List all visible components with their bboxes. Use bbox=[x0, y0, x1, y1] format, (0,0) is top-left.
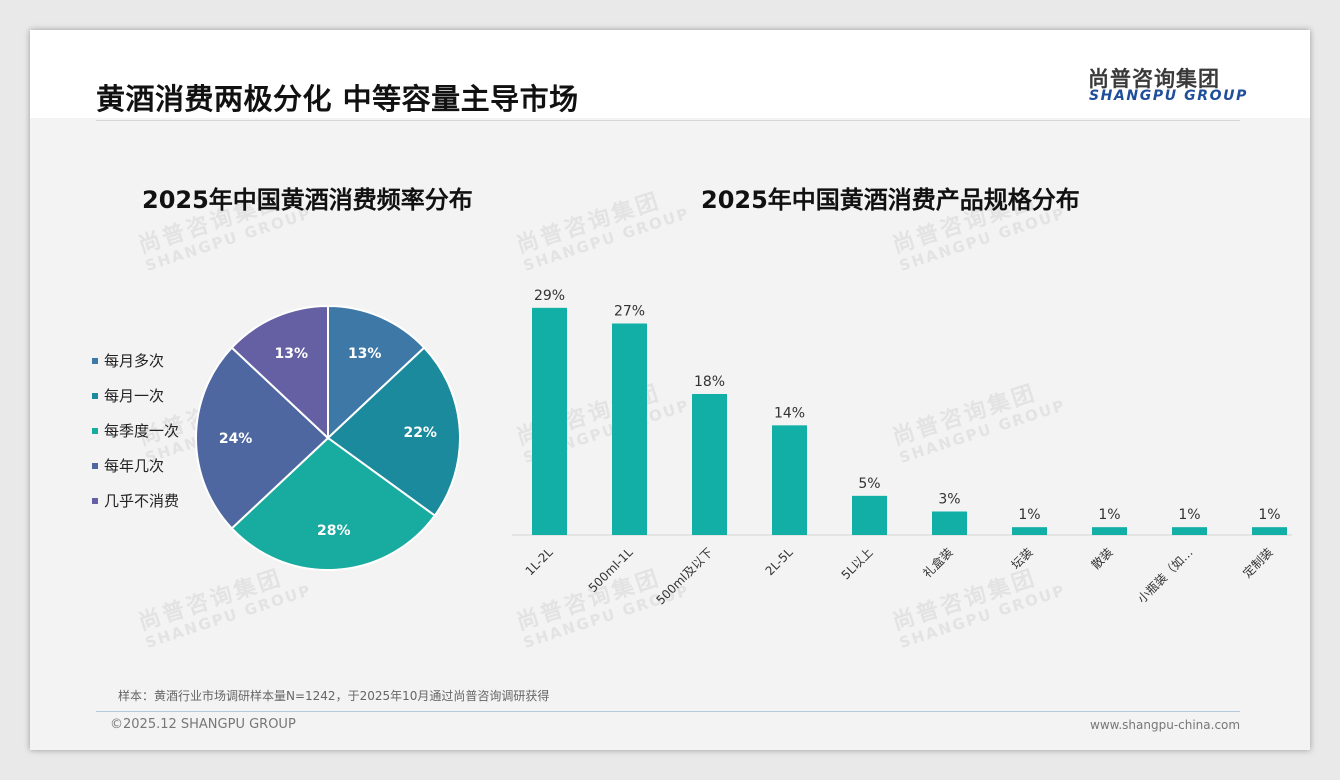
legend-item: 几乎不消费 bbox=[92, 483, 179, 518]
legend-swatch bbox=[92, 357, 98, 364]
legend-swatch bbox=[92, 392, 98, 399]
copyright: ©2025.12 SHANGPU GROUP bbox=[110, 717, 296, 732]
pie-chart-title: 2025年中国黄酒消费频率分布 bbox=[142, 186, 473, 214]
x-tick-label: 500ml-1L bbox=[586, 545, 636, 595]
footer-divider bbox=[96, 711, 1240, 712]
x-tick-label: 小瓶装（如… bbox=[1134, 545, 1196, 607]
bar bbox=[1092, 527, 1127, 535]
bar bbox=[1012, 527, 1047, 535]
bar bbox=[1252, 527, 1287, 535]
pie-slice bbox=[326, 346, 461, 517]
x-tick-label: 散装 bbox=[1088, 545, 1116, 573]
bar-data-label: 18% bbox=[694, 374, 725, 390]
bar bbox=[1172, 527, 1207, 535]
bar bbox=[852, 495, 887, 535]
header-divider bbox=[96, 120, 1240, 121]
legend-swatch bbox=[92, 497, 98, 504]
bar bbox=[772, 425, 807, 535]
bar-data-label: 1% bbox=[1258, 507, 1280, 523]
pie-data-label: 13% bbox=[348, 346, 382, 362]
bar-data-label: 1% bbox=[1178, 507, 1200, 523]
source-note: 样本：黄酒行业市场调研样本量N=1242，于2025年10月通过尚普咨询调研获得 bbox=[118, 689, 550, 703]
x-tick-label: 2L-5L bbox=[763, 545, 796, 578]
bar-data-label: 1% bbox=[1018, 507, 1040, 523]
bar-data-label: 27% bbox=[614, 304, 645, 320]
pie-chart: 13% 22% 28% 24% 13% bbox=[195, 304, 461, 571]
bar-data-label: 14% bbox=[774, 405, 805, 421]
legend-swatch bbox=[92, 462, 98, 469]
legend-label: 每年几次 bbox=[104, 457, 165, 475]
legend-swatch bbox=[92, 427, 98, 434]
pie-slice bbox=[327, 304, 426, 441]
logo-cn: 尚普咨询集团 bbox=[1088, 67, 1220, 91]
header-band bbox=[30, 30, 1310, 118]
pie-legend: 每月多次每月一次每季度一次每年几次几乎不消费 bbox=[92, 343, 179, 518]
legend-item: 每季度一次 bbox=[92, 413, 179, 448]
bar-data-label: 29% bbox=[534, 288, 565, 304]
pie-slice bbox=[195, 346, 330, 530]
pie-data-label: 22% bbox=[403, 425, 437, 441]
page-title: 黄酒消费两极分化 中等容量主导市场 bbox=[96, 82, 579, 116]
x-tick-label: 500ml及以下 bbox=[653, 545, 715, 607]
pie-slice bbox=[230, 304, 329, 441]
slide: 黄酒消费两极分化 中等容量主导市场 尚普咨询集团 SHANGPU GROUP 尚… bbox=[30, 30, 1310, 750]
pie-data-label: 28% bbox=[317, 523, 351, 539]
x-tick-label: 坛装 bbox=[1009, 545, 1036, 572]
legend-item: 每年几次 bbox=[92, 448, 179, 483]
bar bbox=[612, 323, 647, 535]
bar bbox=[932, 511, 967, 535]
legend-label: 每月一次 bbox=[104, 387, 165, 405]
x-tick-label: 礼盒装 bbox=[920, 545, 956, 581]
bar-data-label: 5% bbox=[858, 476, 880, 492]
legend-label: 每季度一次 bbox=[104, 422, 180, 440]
logo-en: SHANGPU GROUP bbox=[1089, 88, 1248, 104]
website-link[interactable]: www.shangpu-china.com bbox=[1090, 718, 1241, 732]
bar bbox=[692, 394, 727, 535]
bar-chart: 29% 1L-2L 27% 500ml-1L 18% 500ml及以下 14% 2L-5L 5%… bbox=[512, 288, 1292, 607]
x-tick-label: 1L-2L bbox=[523, 545, 556, 578]
pie-data-label: 24% bbox=[219, 431, 253, 447]
legend-item: 每月多次 bbox=[92, 343, 179, 378]
pie-data-label: 13% bbox=[275, 346, 309, 362]
bar-chart-title: 2025年中国黄酒消费产品规格分布 bbox=[701, 186, 1080, 214]
legend-label: 几乎不消费 bbox=[104, 492, 180, 510]
legend-item: 每月一次 bbox=[92, 378, 179, 413]
legend-label: 每月多次 bbox=[104, 352, 165, 370]
x-tick-label: 定制装 bbox=[1240, 545, 1276, 581]
x-tick-label: 5L以上 bbox=[839, 545, 876, 582]
bar-data-label: 3% bbox=[938, 492, 960, 508]
pie-slice bbox=[230, 436, 437, 571]
bar bbox=[532, 307, 567, 535]
bar-data-label: 1% bbox=[1098, 507, 1120, 523]
